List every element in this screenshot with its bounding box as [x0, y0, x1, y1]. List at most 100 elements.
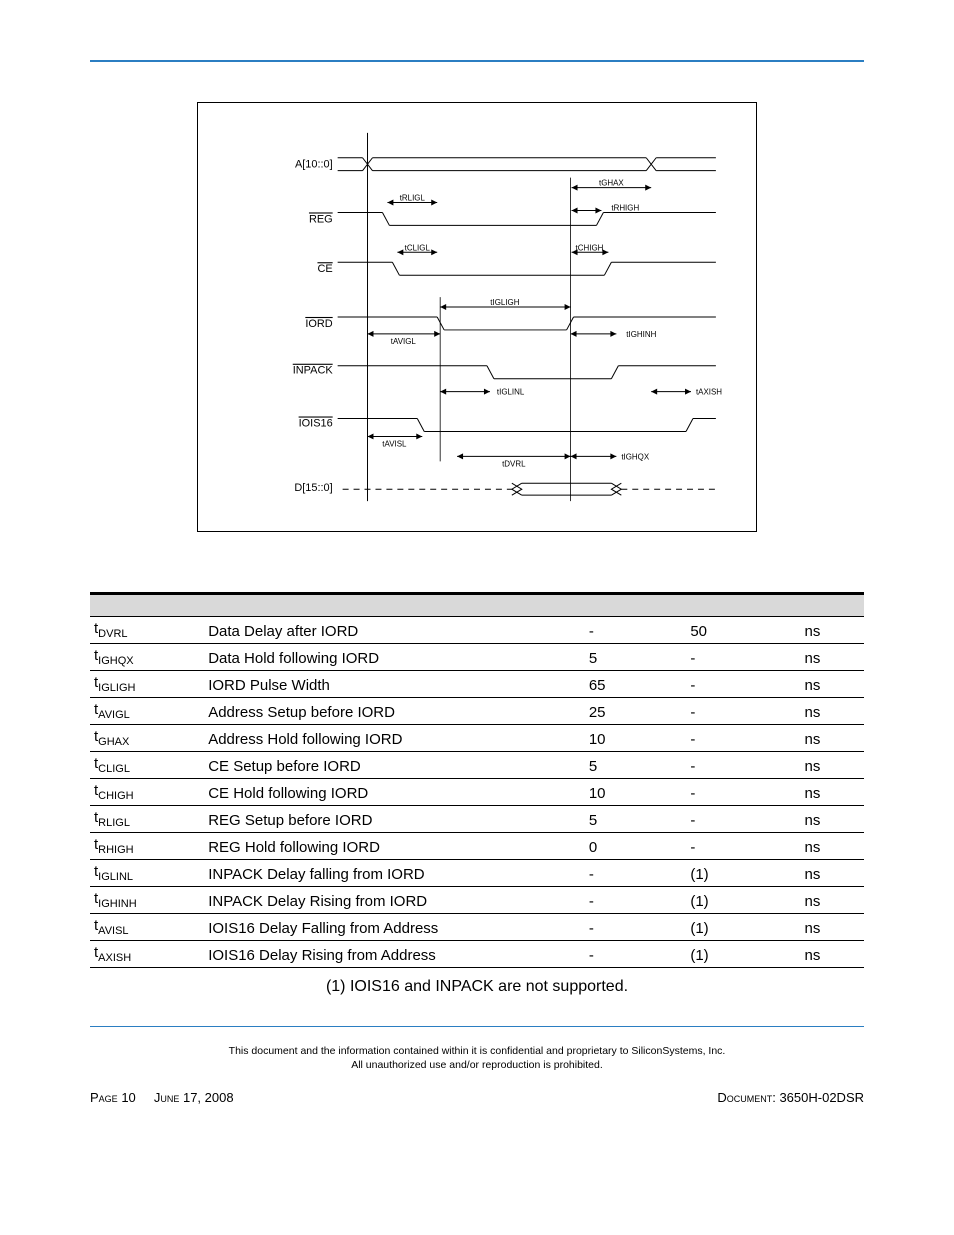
table-row: tIGLIGHIORD Pulse Width65-ns [90, 671, 864, 698]
cell-min: 5 [585, 806, 687, 833]
cell-description: Address Setup before IORD [204, 698, 585, 725]
cell-symbol: tAVIGL [90, 698, 204, 725]
cell-symbol: tRLIGL [90, 806, 204, 833]
page-number: 10 [121, 1090, 135, 1105]
table-row: tAXISHIOIS16 Delay Rising from Address-(… [90, 941, 864, 968]
timing-label-tavigl: tAVIGL [391, 337, 417, 346]
confidentiality-line1: This document and the information contai… [229, 1045, 726, 1057]
timing-label-tchigh: tCHIGH [576, 243, 604, 252]
cell-min: 5 [585, 644, 687, 671]
cell-description: IORD Pulse Width [204, 671, 585, 698]
confidentiality-notice: This document and the information contai… [90, 1045, 864, 1072]
cell-description: INPACK Delay falling from IORD [204, 860, 585, 887]
cell-description: CE Setup before IORD [204, 752, 585, 779]
cell-description: INPACK Delay Rising from IORD [204, 887, 585, 914]
timing-label-taxish: tAXISH [696, 388, 722, 397]
cell-min: - [585, 914, 687, 941]
doc-label: Document: [717, 1090, 776, 1105]
signal-label-ce: CE [317, 263, 332, 275]
table-header-bg [90, 595, 864, 617]
cell-symbol: tIGLINL [90, 860, 204, 887]
table-row: tDVRLData Delay after IORD-50ns [90, 617, 864, 644]
table-row: tIGHQXData Hold following IORD5-ns [90, 644, 864, 671]
signal-label-a: A[10::0] [295, 159, 333, 171]
cell-description: Data Hold following IORD [204, 644, 585, 671]
cell-unit: ns [801, 779, 864, 806]
table-row: tIGLINLINPACK Delay falling from IORD-(1… [90, 860, 864, 887]
timing-label-tigligh: tIGLIGH [490, 298, 519, 307]
cell-description: REG Hold following IORD [204, 833, 585, 860]
cell-description: CE Hold following IORD [204, 779, 585, 806]
signal-label-reg: REG [309, 213, 333, 225]
cell-symbol: tIGLIGH [90, 671, 204, 698]
table-footnote: (1) IOIS16 and INPACK are not supported. [90, 978, 864, 996]
table-row: tRHIGHREG Hold following IORD0-ns [90, 833, 864, 860]
cell-description: IOIS16 Delay Falling from Address [204, 914, 585, 941]
timing-diagram-wrap: A[10::0] tGHAX REG tRLIGL [90, 102, 864, 532]
cell-symbol: tDVRL [90, 617, 204, 644]
signal-label-iord: IORD [305, 318, 332, 330]
doc-number: 3650H-02DSR [779, 1090, 864, 1105]
cell-symbol: tCLIGL [90, 752, 204, 779]
cell-unit: ns [801, 887, 864, 914]
cell-min: 10 [585, 725, 687, 752]
confidentiality-line2: All unauthorized use and/or reproduction… [351, 1059, 603, 1071]
bottom-rule [90, 1026, 864, 1027]
signal-label-d: D[15::0] [294, 482, 332, 494]
cell-symbol: tGHAX [90, 725, 204, 752]
table-row: tCLIGLCE Setup before IORD5-ns [90, 752, 864, 779]
cell-unit: ns [801, 698, 864, 725]
cell-unit: ns [801, 644, 864, 671]
cell-unit: ns [801, 671, 864, 698]
cell-symbol: tAXISH [90, 941, 204, 968]
timing-label-tighinh: tIGHINH [626, 330, 656, 339]
cell-description: Address Hold following IORD [204, 725, 585, 752]
cell-min: - [585, 617, 687, 644]
cell-symbol: tIGHQX [90, 644, 204, 671]
table-row: tCHIGHCE Hold following IORD10-ns [90, 779, 864, 806]
cell-unit: ns [801, 806, 864, 833]
timing-label-tdvrl: tDVRL [502, 459, 526, 468]
cell-max: - [686, 725, 800, 752]
cell-max: - [686, 752, 800, 779]
cell-min: 25 [585, 698, 687, 725]
footer-left: Page 10 June 17, 2008 [90, 1090, 234, 1105]
cell-max: - [686, 779, 800, 806]
signal-label-inpack: INPACK [293, 365, 334, 377]
table-row: tIGHINHINPACK Delay Rising from IORD-(1)… [90, 887, 864, 914]
timing-label-tighqx: tIGHQX [621, 452, 650, 461]
cell-description: IOIS16 Delay Rising from Address [204, 941, 585, 968]
cell-description: REG Setup before IORD [204, 806, 585, 833]
cell-symbol: tAVISL [90, 914, 204, 941]
cell-max: (1) [686, 860, 800, 887]
footer-date: June 17, 2008 [154, 1090, 234, 1105]
cell-unit: ns [801, 941, 864, 968]
cell-max: - [686, 833, 800, 860]
cell-min: 5 [585, 752, 687, 779]
cell-max: - [686, 644, 800, 671]
timing-label-tghax: tGHAX [599, 179, 624, 188]
cell-max: (1) [686, 941, 800, 968]
cell-unit: ns [801, 752, 864, 779]
timing-label-tcligl: tCLIGL [405, 243, 431, 252]
timing-label-tavisl: tAVISL [382, 439, 407, 448]
cell-unit: ns [801, 860, 864, 887]
timing-label-trligl: tRLIGL [400, 194, 426, 203]
cell-max: (1) [686, 887, 800, 914]
cell-min: - [585, 887, 687, 914]
footer-right: Document: 3650H-02DSR [717, 1090, 864, 1105]
cell-unit: ns [801, 833, 864, 860]
timing-table-block: tDVRLData Delay after IORD-50nstIGHQXDat… [90, 592, 864, 996]
signal-label-iois16: IOIS16 [299, 417, 333, 429]
timing-diagram-svg: A[10::0] tGHAX REG tRLIGL [198, 103, 756, 531]
cell-min: - [585, 860, 687, 887]
timing-label-trhigh: tRHIGH [611, 203, 639, 212]
timing-diagram-box: A[10::0] tGHAX REG tRLIGL [197, 102, 757, 532]
cell-symbol: tRHIGH [90, 833, 204, 860]
table-row: tRLIGLREG Setup before IORD5-ns [90, 806, 864, 833]
cell-unit: ns [801, 914, 864, 941]
cell-max: - [686, 698, 800, 725]
cell-max: 50 [686, 617, 800, 644]
page-label: Page [90, 1090, 118, 1105]
cell-description: Data Delay after IORD [204, 617, 585, 644]
